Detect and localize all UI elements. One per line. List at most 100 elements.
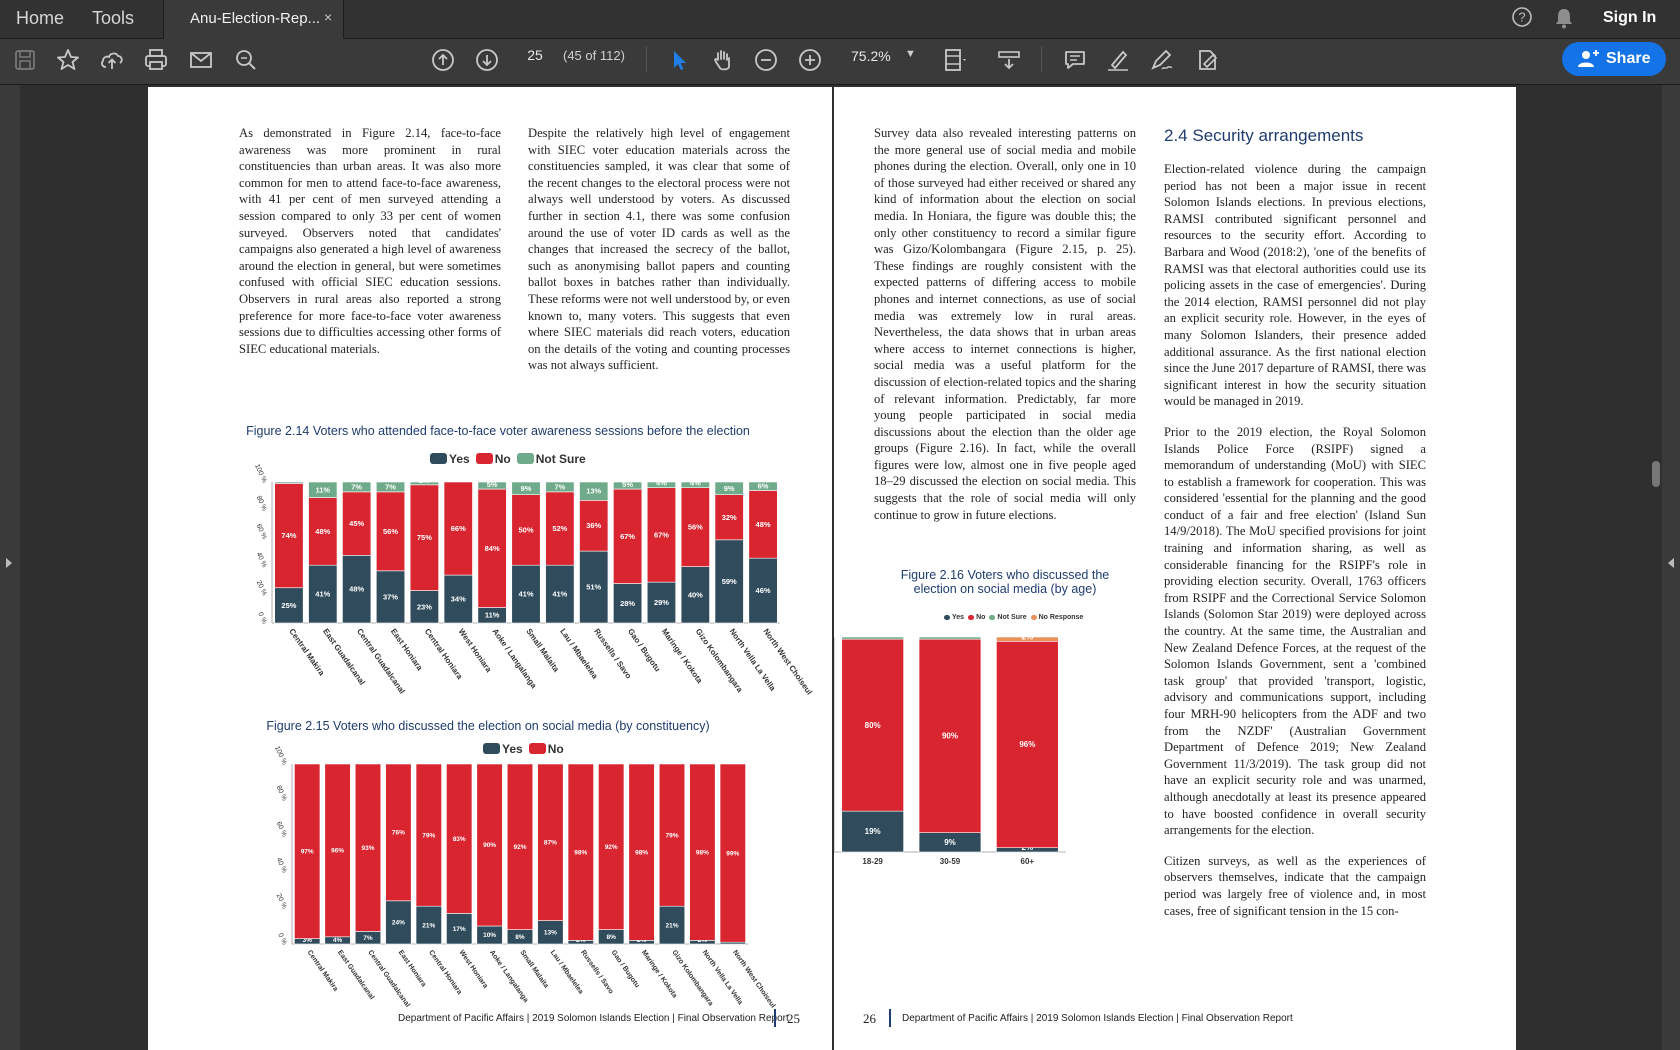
- bar-segment: [748, 557, 778, 624]
- figure-2-15-chart: 0 % 20 % 40 % 60 % 80 % 100 % 3% 97% Central Mak…: [273, 745, 776, 1009]
- chart-legend: Yes No Not Sure: [430, 452, 586, 466]
- tools-tab[interactable]: Tools: [92, 8, 135, 28]
- bar-segment: [646, 481, 676, 488]
- bar-segment: [714, 494, 744, 541]
- data-label: 29%: [654, 598, 669, 607]
- chart-legend: Yes No: [483, 742, 564, 756]
- data-label: 56%: [383, 527, 398, 536]
- data-label: 40%: [688, 590, 703, 599]
- data-label: 98%: [635, 849, 648, 856]
- bar-segment: [658, 905, 686, 945]
- figure-2-15-title: Figure 2.15 Voters who discussed the ele…: [266, 719, 710, 733]
- paragraph: Election-related violence during the cam…: [1164, 162, 1426, 409]
- data-label: 67%: [620, 532, 635, 541]
- data-label: 50%: [518, 525, 533, 534]
- data-label: 13%: [586, 487, 601, 496]
- document-tab[interactable]: Anu-Election-Rep... ×: [163, 0, 344, 39]
- data-label: 67%: [654, 530, 669, 539]
- bar-segment: [537, 763, 564, 921]
- data-label: 3%: [302, 937, 312, 944]
- comment-icon[interactable]: [1061, 46, 1089, 74]
- paragraph: Citizen surveys, as well as the experien…: [1164, 853, 1426, 918]
- data-label: 23%: [417, 602, 432, 611]
- zoom-level-input[interactable]: 75.2%: [851, 48, 891, 64]
- category-label: Russells / Savo: [579, 949, 614, 995]
- bar-segment: [918, 636, 982, 640]
- category-label: Small Malaita: [518, 949, 549, 989]
- next-page-icon[interactable]: [473, 46, 501, 74]
- scroll-mode-icon[interactable]: [995, 46, 1023, 74]
- print-icon[interactable]: [142, 46, 170, 74]
- highlight-pen-icon[interactable]: [1104, 46, 1132, 74]
- data-label: 37%: [383, 592, 398, 601]
- help-icon[interactable]: ?: [1511, 6, 1533, 33]
- data-label: 8%: [515, 934, 525, 941]
- bar-segment: [628, 763, 655, 941]
- data-label: 6%: [758, 481, 769, 490]
- category-label: 60+: [1021, 857, 1035, 866]
- data-label: 90%: [942, 732, 958, 741]
- menu-bar: Home Tools Anu-Election-Rep... × ? Sign …: [0, 0, 1680, 39]
- scrollbar-thumb[interactable]: [1652, 461, 1660, 487]
- zoom-dropdown-chevron-icon[interactable]: ▼: [905, 48, 916, 60]
- legend-item-no: No: [475, 452, 511, 466]
- bar-segment: [714, 481, 744, 495]
- home-tab[interactable]: Home: [16, 8, 65, 28]
- previous-page-icon[interactable]: [429, 46, 457, 74]
- save-icon[interactable]: [11, 46, 39, 74]
- bar-segment: [385, 900, 412, 945]
- y-tick-label: 0 %: [256, 611, 267, 625]
- category-label: 18-29: [862, 857, 883, 866]
- fill-and-sign-icon[interactable]: [1193, 46, 1221, 74]
- data-label: 19%: [865, 827, 881, 836]
- data-label: 13%: [544, 929, 557, 936]
- legend-item-not-sure: Not Sure: [989, 614, 1027, 621]
- select-cursor-icon[interactable]: [665, 46, 693, 74]
- bar-segment: [545, 491, 575, 566]
- bar-segment: [342, 491, 372, 556]
- bar-segment: [579, 550, 609, 624]
- data-label: 17%: [453, 926, 466, 933]
- left-panel-toggle[interactable]: [0, 85, 20, 1050]
- upload-cloud-icon[interactable]: [98, 46, 126, 74]
- bookmark-star-icon[interactable]: [54, 46, 82, 74]
- data-label: 11%: [485, 611, 500, 620]
- data-label: 51%: [586, 583, 601, 592]
- sign-in-link[interactable]: Sign In: [1603, 9, 1657, 26]
- zoom-in-icon[interactable]: [796, 46, 824, 74]
- data-label: 9%: [944, 838, 956, 847]
- data-label: 25%: [281, 601, 296, 610]
- close-tab-icon[interactable]: ×: [324, 9, 333, 25]
- hand-tool-icon[interactable]: [709, 46, 737, 74]
- figure-2-16-title: Figure 2.16 Voters who discussed the ele…: [900, 568, 1110, 596]
- data-label: 90%: [483, 842, 496, 849]
- y-tick-label: 20 %: [275, 893, 288, 910]
- data-label: 7%: [363, 935, 373, 942]
- bar-segment: [748, 490, 778, 559]
- figure-2-16-chart: 0 %20 %40 %60 %80 %100 %19%80%1%18-299%9…: [834, 630, 1066, 866]
- share-button[interactable]: Share: [1562, 42, 1666, 76]
- bar-segment: [658, 763, 686, 907]
- data-label: 21%: [665, 922, 678, 929]
- right-panel-toggle[interactable]: [1662, 85, 1680, 1050]
- data-label: 24%: [392, 920, 405, 927]
- data-label: 9%: [521, 484, 532, 493]
- page-fit-icon[interactable]: [941, 46, 969, 74]
- page-number-input[interactable]: 25: [527, 47, 543, 63]
- email-icon[interactable]: [187, 46, 215, 74]
- category-label: East Honiara: [397, 949, 427, 988]
- bar-segment: [415, 905, 442, 945]
- expand-left-panel-icon[interactable]: [5, 557, 13, 569]
- sign-pen-icon[interactable]: [1148, 46, 1176, 74]
- bar-segment: [446, 763, 473, 914]
- data-label: 5%: [487, 480, 498, 489]
- expand-right-panel-icon[interactable]: [1667, 557, 1675, 569]
- bar-segment: [579, 481, 609, 501]
- notification-bell-icon[interactable]: [1554, 7, 1574, 34]
- paragraph: Prior to the 2019 election, the Royal So…: [1164, 424, 1426, 838]
- data-label: 10%: [483, 932, 496, 939]
- zoom-out-icon[interactable]: [752, 46, 780, 74]
- data-label: 1%: [284, 474, 295, 483]
- data-label: 11%: [315, 485, 330, 494]
- search-zoom-icon[interactable]: [232, 46, 260, 74]
